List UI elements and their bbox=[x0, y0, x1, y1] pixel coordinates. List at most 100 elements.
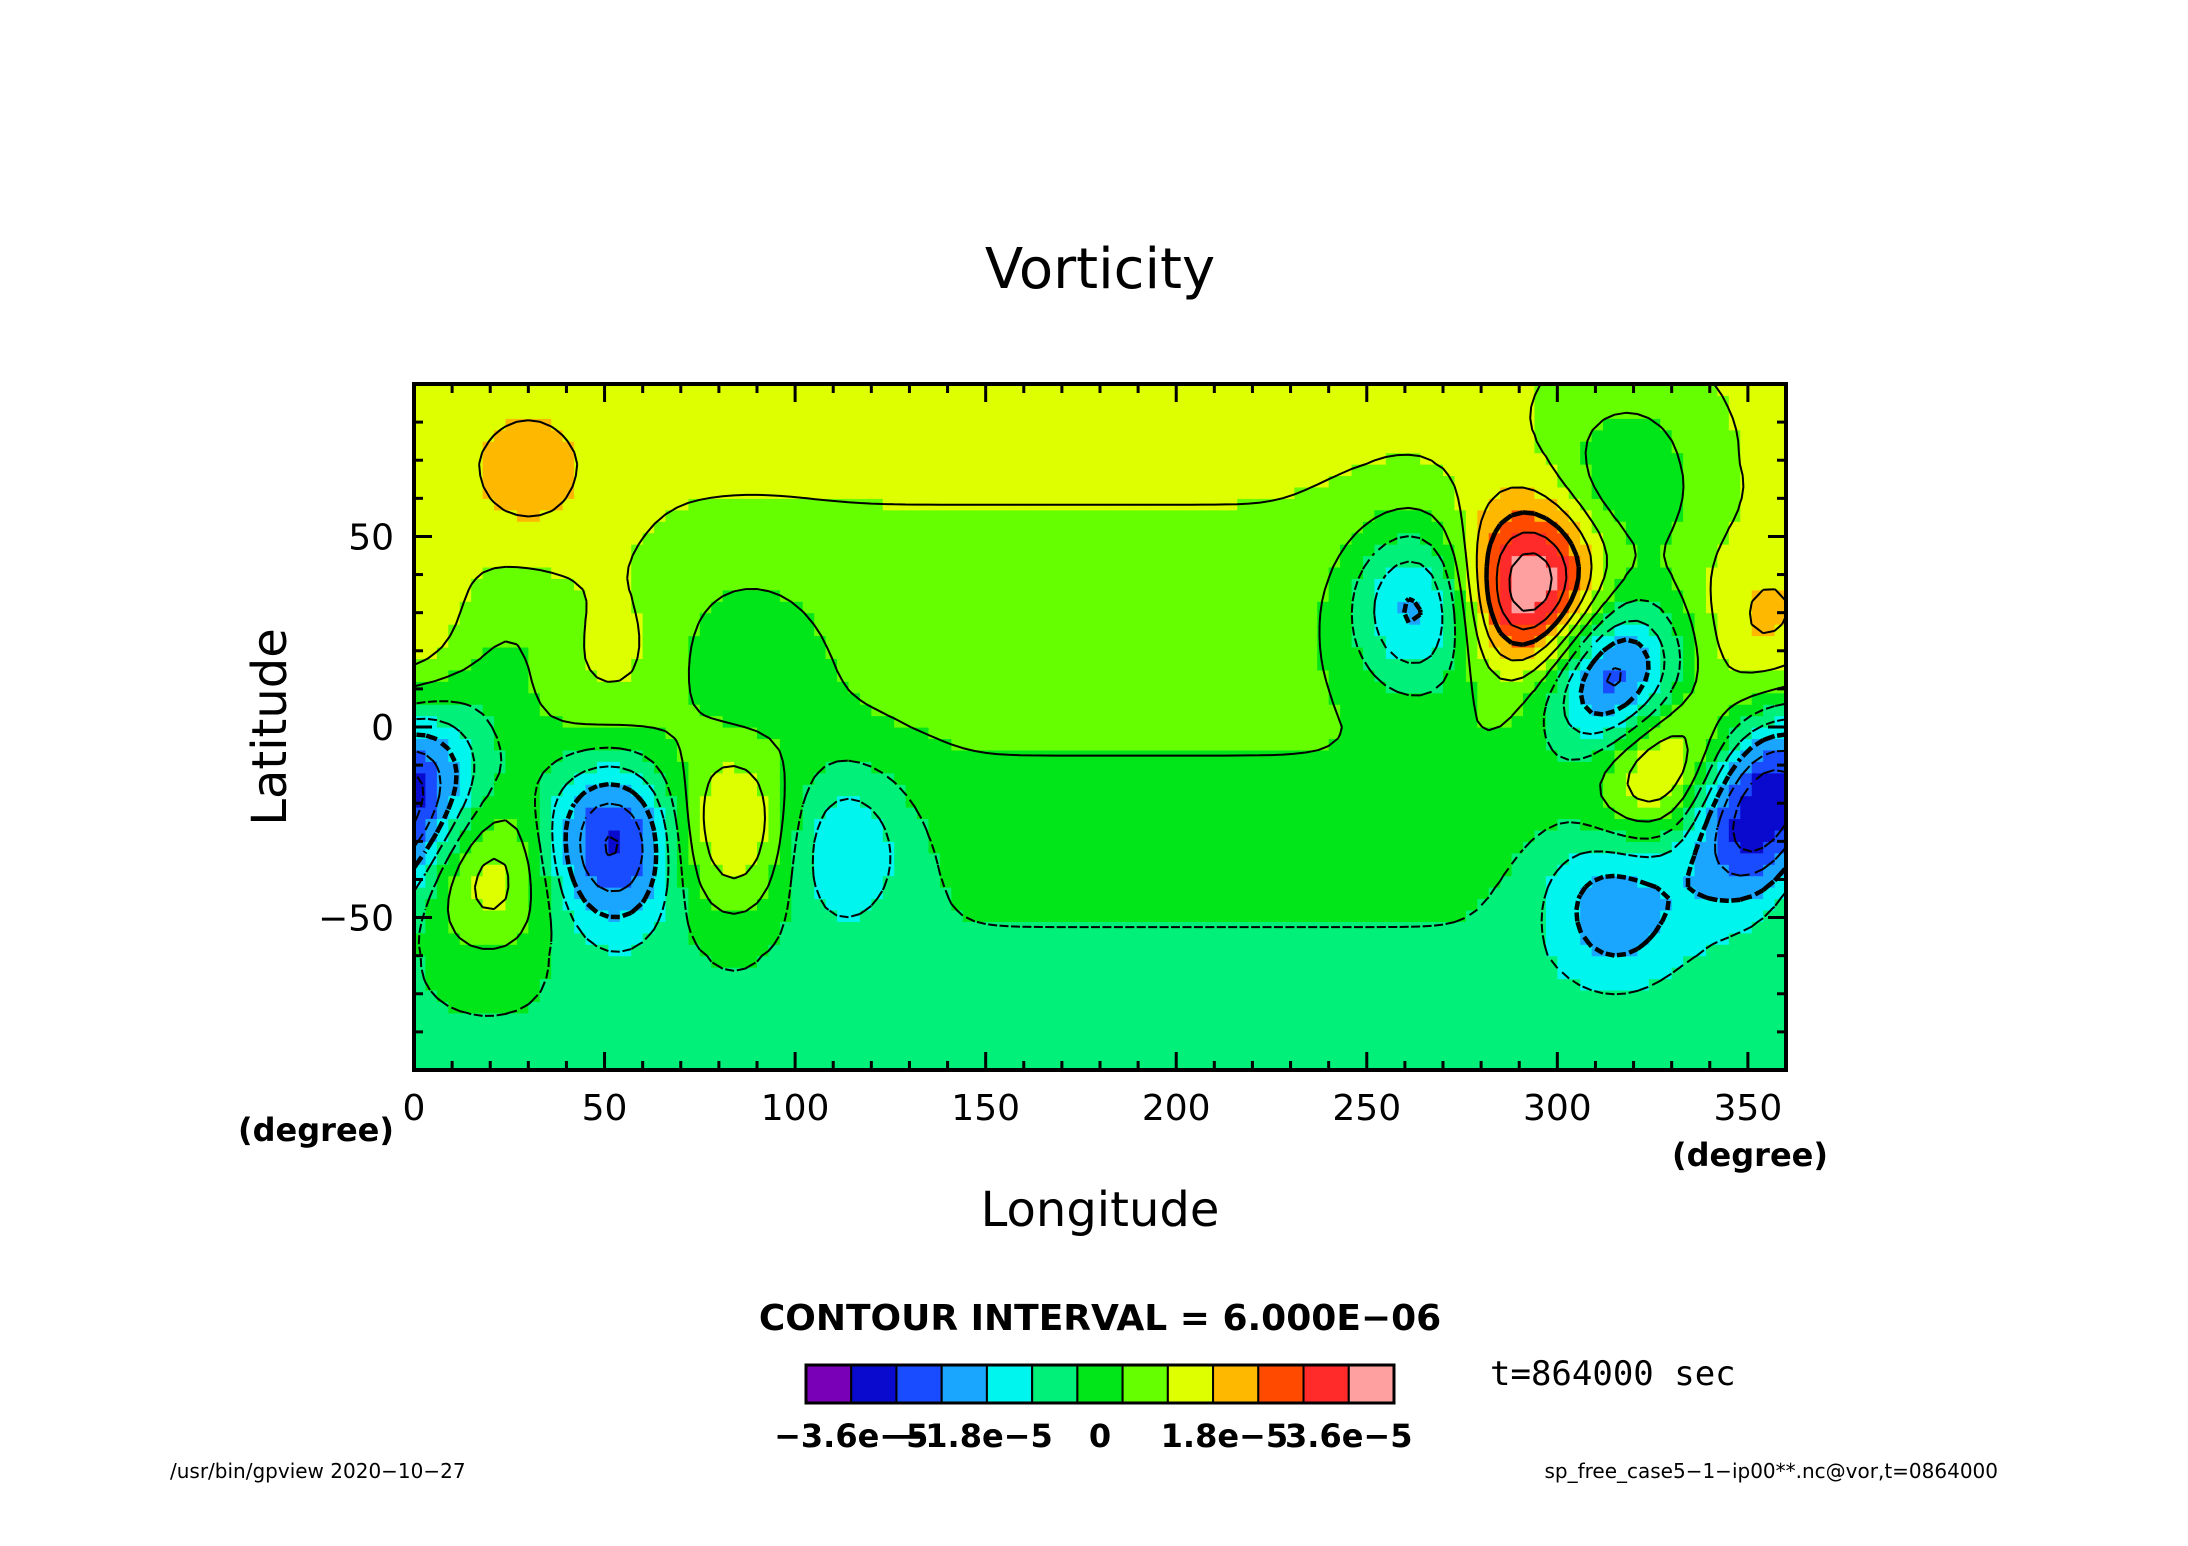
field-cell bbox=[1248, 1024, 1261, 1037]
field-cell bbox=[1145, 875, 1158, 888]
field-cell bbox=[1774, 715, 1786, 728]
field-cell bbox=[962, 1001, 975, 1014]
field-cell bbox=[1557, 864, 1570, 877]
field-cell bbox=[1008, 967, 1021, 980]
field-cell bbox=[1454, 944, 1467, 957]
field-cell bbox=[814, 1012, 827, 1025]
field-cell bbox=[951, 841, 964, 854]
field-cell bbox=[1100, 612, 1113, 625]
field-cell bbox=[585, 635, 598, 648]
field-cell bbox=[974, 852, 987, 865]
field-cell bbox=[791, 909, 804, 922]
field-cell bbox=[1100, 829, 1113, 842]
field-cell bbox=[1111, 978, 1124, 991]
field-cell bbox=[848, 784, 861, 797]
field-cell bbox=[1362, 955, 1375, 968]
field-cell bbox=[1362, 1035, 1375, 1048]
field-cell bbox=[1488, 932, 1501, 945]
field-cell bbox=[734, 1035, 747, 1048]
field-cell bbox=[1088, 989, 1101, 1002]
field-cell bbox=[962, 887, 975, 900]
field-cell bbox=[505, 852, 518, 865]
field-cell bbox=[1408, 669, 1421, 682]
field-cell bbox=[1500, 738, 1513, 751]
field-cell bbox=[791, 761, 804, 774]
field-cell bbox=[619, 601, 632, 614]
field-cell bbox=[494, 681, 507, 694]
field-cell bbox=[1774, 692, 1786, 705]
field-cell bbox=[1568, 761, 1581, 774]
field-cell bbox=[1305, 898, 1318, 911]
field-cell bbox=[825, 1058, 838, 1070]
field-cell bbox=[574, 692, 587, 705]
field-cell bbox=[676, 1012, 689, 1025]
field-cell bbox=[722, 646, 735, 659]
field-cell bbox=[1408, 967, 1421, 980]
field-cell bbox=[962, 932, 975, 945]
field-cell bbox=[1328, 875, 1341, 888]
field-cell bbox=[882, 635, 895, 648]
field-cell bbox=[1294, 784, 1307, 797]
field-cell bbox=[837, 738, 850, 751]
field-cell bbox=[985, 589, 998, 602]
field-cell bbox=[1180, 909, 1193, 922]
field-cell bbox=[757, 681, 770, 694]
field-cell bbox=[528, 818, 541, 831]
field-cell bbox=[1488, 921, 1501, 934]
field-cell bbox=[1523, 1047, 1536, 1060]
field-cell bbox=[974, 761, 987, 774]
field-cell bbox=[837, 704, 850, 717]
field-cell bbox=[516, 738, 529, 751]
field-cell bbox=[1500, 898, 1513, 911]
field-cell bbox=[837, 715, 850, 728]
field-cell bbox=[1523, 1035, 1536, 1048]
field-cell bbox=[1340, 1047, 1353, 1060]
field-cell bbox=[711, 646, 724, 659]
field-cell bbox=[745, 932, 758, 945]
field-cell bbox=[757, 635, 770, 648]
field-cell bbox=[1408, 681, 1421, 694]
field-cell bbox=[1271, 646, 1284, 659]
field-cell bbox=[631, 635, 644, 648]
field-cell bbox=[1545, 1035, 1558, 1048]
field-cell bbox=[436, 932, 449, 945]
field-cell bbox=[574, 967, 587, 980]
field-cell bbox=[619, 967, 632, 980]
field-cell bbox=[814, 772, 827, 785]
field-cell bbox=[1431, 875, 1444, 888]
field-cell bbox=[1431, 864, 1444, 877]
field-cell bbox=[1751, 1012, 1764, 1025]
field-cell bbox=[1294, 612, 1307, 625]
field-cell bbox=[654, 989, 667, 1002]
field-cell bbox=[1705, 864, 1718, 877]
field-cell bbox=[1637, 921, 1650, 934]
field-cell bbox=[1488, 692, 1501, 705]
field-cell bbox=[1443, 669, 1456, 682]
field-cell bbox=[757, 955, 770, 968]
field-cell bbox=[1671, 727, 1684, 740]
field-cell bbox=[459, 704, 472, 717]
field-cell bbox=[1065, 967, 1078, 980]
field-cell bbox=[997, 1047, 1010, 1060]
field-cell bbox=[1145, 715, 1158, 728]
field-cell bbox=[985, 841, 998, 854]
field-cell bbox=[768, 761, 781, 774]
field-cell bbox=[1225, 898, 1238, 911]
field-cell bbox=[551, 727, 564, 740]
field-cell bbox=[985, 772, 998, 785]
field-cell bbox=[1305, 955, 1318, 968]
field-cell bbox=[1580, 772, 1593, 785]
field-cell bbox=[1614, 761, 1627, 774]
field-cell bbox=[745, 784, 758, 797]
field-cell bbox=[1614, 967, 1627, 980]
field-cell bbox=[1031, 967, 1044, 980]
field-cell bbox=[768, 955, 781, 968]
field-cell bbox=[585, 727, 598, 740]
field-cell bbox=[1202, 1047, 1215, 1060]
field-cell bbox=[539, 669, 552, 682]
field-cell bbox=[882, 749, 895, 762]
field-cell bbox=[1191, 864, 1204, 877]
field-cell bbox=[574, 1001, 587, 1014]
field-cell bbox=[814, 909, 827, 922]
field-cell bbox=[1111, 1024, 1124, 1037]
